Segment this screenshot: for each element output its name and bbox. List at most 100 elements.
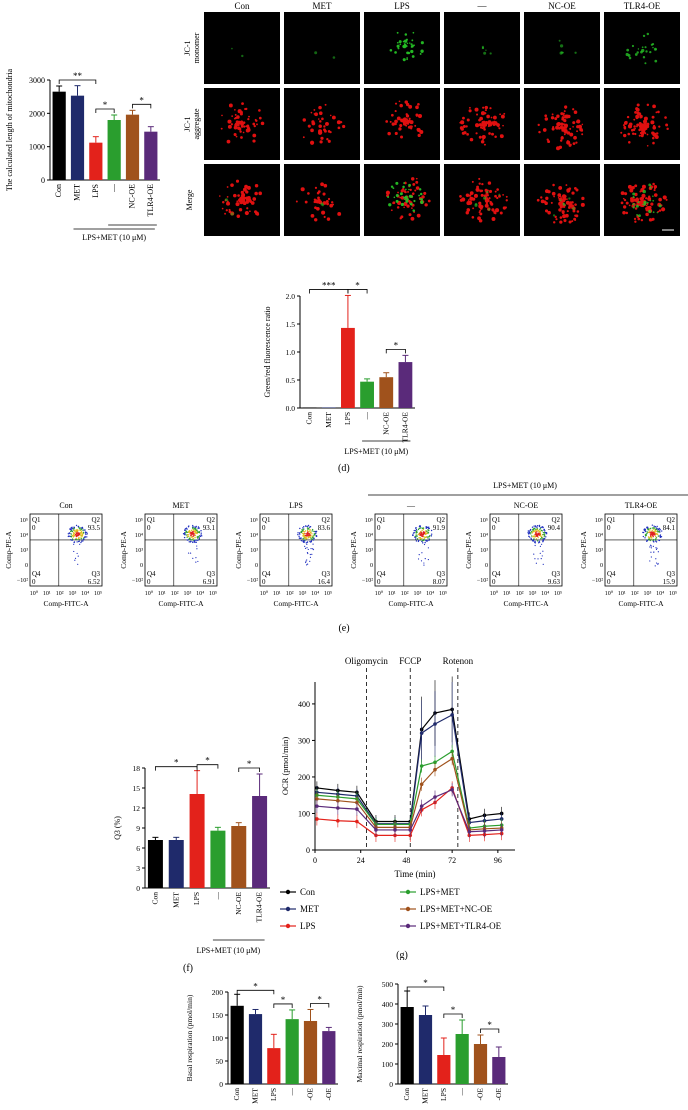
- event-dot: [79, 527, 81, 529]
- red-signal: [411, 177, 415, 181]
- red-signal: [304, 200, 308, 204]
- red-signal: [465, 125, 468, 128]
- red-signal: [484, 105, 489, 110]
- red-signal: [254, 191, 258, 196]
- red-signal: [295, 200, 298, 203]
- y-tick-label: 10³: [480, 548, 488, 554]
- red-signal: [309, 140, 315, 145]
- event-dot: [659, 534, 662, 536]
- red-signal: [321, 210, 326, 215]
- event-dot: [302, 533, 305, 535]
- x-tick-label: 10³: [643, 591, 651, 597]
- event-dot: [419, 527, 422, 529]
- event-dot: [422, 527, 425, 529]
- red-signal: [468, 106, 471, 109]
- bar-3: [455, 1034, 469, 1084]
- event-dot: [190, 531, 192, 533]
- red-signal: [244, 184, 248, 189]
- event-dot: [654, 565, 656, 567]
- event-dot: [420, 560, 423, 562]
- green-signal: [390, 185, 394, 188]
- event-dot: [422, 528, 425, 531]
- x-tick-label: 10⁰: [145, 590, 154, 597]
- event-dot: [312, 548, 315, 551]
- panel-label: (d): [338, 463, 350, 474]
- event-dot: [642, 535, 645, 538]
- event-dot: [650, 556, 652, 558]
- red-signal: [317, 190, 321, 194]
- red-signal: [561, 116, 565, 120]
- y-tick-label: 0: [25, 563, 28, 569]
- y-tick-label: 3000: [29, 76, 45, 85]
- event-dot: [648, 531, 650, 533]
- green-signal: [231, 47, 233, 50]
- event-dot: [545, 531, 548, 534]
- green-signal: [411, 44, 414, 48]
- x-tick-label: 10³: [183, 591, 191, 597]
- event-dot: [540, 543, 543, 545]
- red-signal: [505, 199, 508, 202]
- quadrant-name: Q3: [551, 570, 560, 578]
- red-signal: [623, 205, 627, 209]
- event-dot: [647, 529, 649, 531]
- micrograph-tile: [444, 164, 520, 236]
- ocr-line-chart: 0 100 200 300 400 0 24 48 72 96 Time (min) OCR (pmo…: [280, 656, 515, 961]
- event-dot: [303, 526, 305, 528]
- green-signal: [399, 192, 403, 196]
- event-dot: [542, 533, 544, 536]
- red-signal: [578, 124, 582, 129]
- red-signal: [565, 198, 568, 200]
- data-point: [419, 731, 424, 735]
- red-signal: [537, 123, 540, 127]
- panel-g: 0 100 200 300 400 0 24 48 72 96 Time (min) OCR (pmo…: [280, 650, 688, 961]
- red-signal: [475, 187, 480, 192]
- red-signal: [561, 210, 565, 214]
- quadrant-value: 0: [147, 524, 151, 532]
- y-tick-label: 10⁴: [250, 533, 258, 539]
- series-line: [316, 757, 502, 831]
- event-dot: [655, 539, 657, 541]
- event-dot: [649, 529, 651, 531]
- red-signal: [400, 135, 404, 139]
- y-tick-label: −10²: [362, 578, 373, 584]
- red-signal: [566, 140, 569, 143]
- event-dot: [427, 532, 430, 534]
- event-dot: [187, 534, 189, 536]
- red-signal: [240, 125, 244, 128]
- event-dot: [76, 538, 78, 541]
- bar-1: [70, 95, 85, 180]
- event-dot: [76, 529, 78, 531]
- red-signal: [573, 135, 577, 140]
- quadrant-name: Q3: [666, 570, 675, 578]
- event-dot: [190, 536, 193, 538]
- red-signal: [482, 106, 485, 109]
- event-dot: [78, 536, 80, 539]
- red-signal: [620, 131, 623, 134]
- significance-mark: *: [103, 100, 108, 110]
- red-signal: [568, 220, 572, 224]
- red-signal: [468, 194, 472, 197]
- x-tick-label: 10¹: [158, 591, 166, 597]
- red-signal: [572, 209, 576, 213]
- significance-bracket: [95, 108, 115, 113]
- red-signal: [634, 220, 637, 223]
- red-signal: [652, 104, 656, 109]
- red-signal: [222, 200, 225, 204]
- red-signal: [466, 208, 471, 212]
- y-tick-label: 10⁴: [135, 533, 143, 539]
- event-dot: [656, 547, 658, 549]
- red-signal: [553, 195, 556, 198]
- event-dot: [312, 543, 314, 545]
- event-dot: [80, 536, 82, 538]
- event-dot: [422, 539, 425, 541]
- red-signal: [258, 116, 262, 120]
- significance-bracket: [385, 348, 406, 354]
- event-dot: [192, 535, 195, 537]
- red-signal: [622, 197, 625, 200]
- red-signal: [385, 120, 389, 123]
- event-dot: [310, 540, 313, 542]
- red-signal: [552, 183, 555, 187]
- bar-0: [52, 91, 66, 180]
- red-signal: [241, 197, 245, 202]
- red-signal: [662, 195, 667, 200]
